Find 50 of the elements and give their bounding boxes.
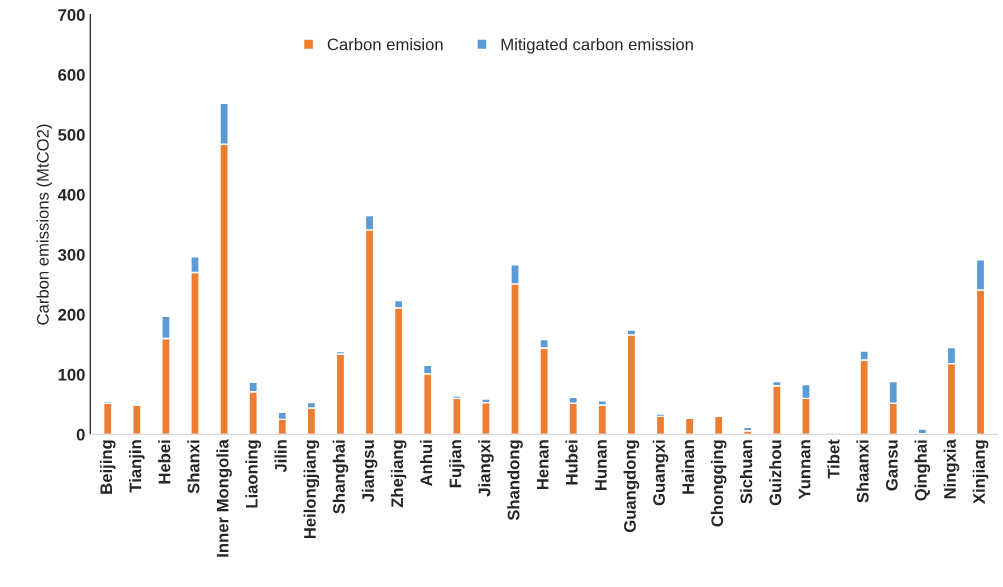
x-tick-label: Heilongjiang [303, 440, 320, 539]
x-tick-label: Jiangxi [478, 440, 494, 497]
y-tick-label: 500 [58, 128, 85, 141]
x-tick-label: Shandong [507, 440, 523, 521]
legend-label: Mitigated carbon emission [501, 38, 693, 54]
x-tick-label: Henan [536, 440, 549, 490]
x-tick-label: Chongqing [710, 440, 727, 527]
x-tick-label: Zhejiang [390, 440, 407, 508]
y-tick-label: 400 [57, 188, 85, 201]
x-tick-label: Xinjiang [972, 440, 989, 504]
x-tick-label: Hunan [595, 440, 607, 490]
bar [481, 401, 491, 435]
x-tick-label: Qinghai [914, 440, 931, 501]
x-tick-label: Jilin [274, 440, 287, 473]
x-tick-label: Liaoning [245, 440, 261, 508]
bar [743, 426, 753, 432]
bar [917, 428, 928, 435]
x-tick-label: Anhui [419, 440, 433, 487]
bar [132, 404, 142, 435]
x-tick-label: Gansu [885, 440, 898, 491]
bar [452, 397, 462, 435]
x-tick-label: Yunnan [798, 440, 811, 500]
y-tick-label: 300 [57, 248, 85, 261]
bar [335, 353, 346, 435]
bar [713, 415, 724, 435]
legend-label: Carbon emision [327, 38, 443, 51]
bar [772, 385, 782, 435]
x-tick-label: Sichuan [740, 440, 753, 504]
y-tick-label: 200 [58, 308, 85, 321]
x-tick-label: Guangxi [652, 440, 669, 506]
x-tick-label: Guangdong [623, 440, 640, 533]
y-tick-label: 0 [76, 428, 85, 441]
x-tick-label: Fujian [449, 440, 465, 488]
x-tick-label: Guizhou [769, 440, 782, 506]
x-tick-label: Hubei [565, 440, 578, 485]
x-tick-label: Hebei [158, 440, 171, 484]
x-tick-label: Shanxi [187, 440, 200, 494]
x-tick-label: Tibet [827, 439, 840, 479]
x-tick-label: Beijing [99, 440, 116, 494]
y-axis-title: Carbon emissions (MtCO2) [36, 124, 53, 325]
y-tick-label: 600 [58, 69, 85, 81]
x-tick-label: Hainan [681, 440, 695, 494]
y-tick-label: 100 [58, 368, 85, 381]
y-tick-label: 700 [58, 9, 85, 21]
x-tick-label: Ningxia [943, 439, 960, 499]
x-tick-label: Shanghai [332, 440, 349, 514]
x-tick-label: Tianjin [129, 440, 145, 493]
x-tick-label: Jiangsu [361, 440, 378, 502]
x-tick-label: Shaanxi [856, 440, 869, 503]
x-tick-label: Inner Mongolia [216, 439, 232, 557]
